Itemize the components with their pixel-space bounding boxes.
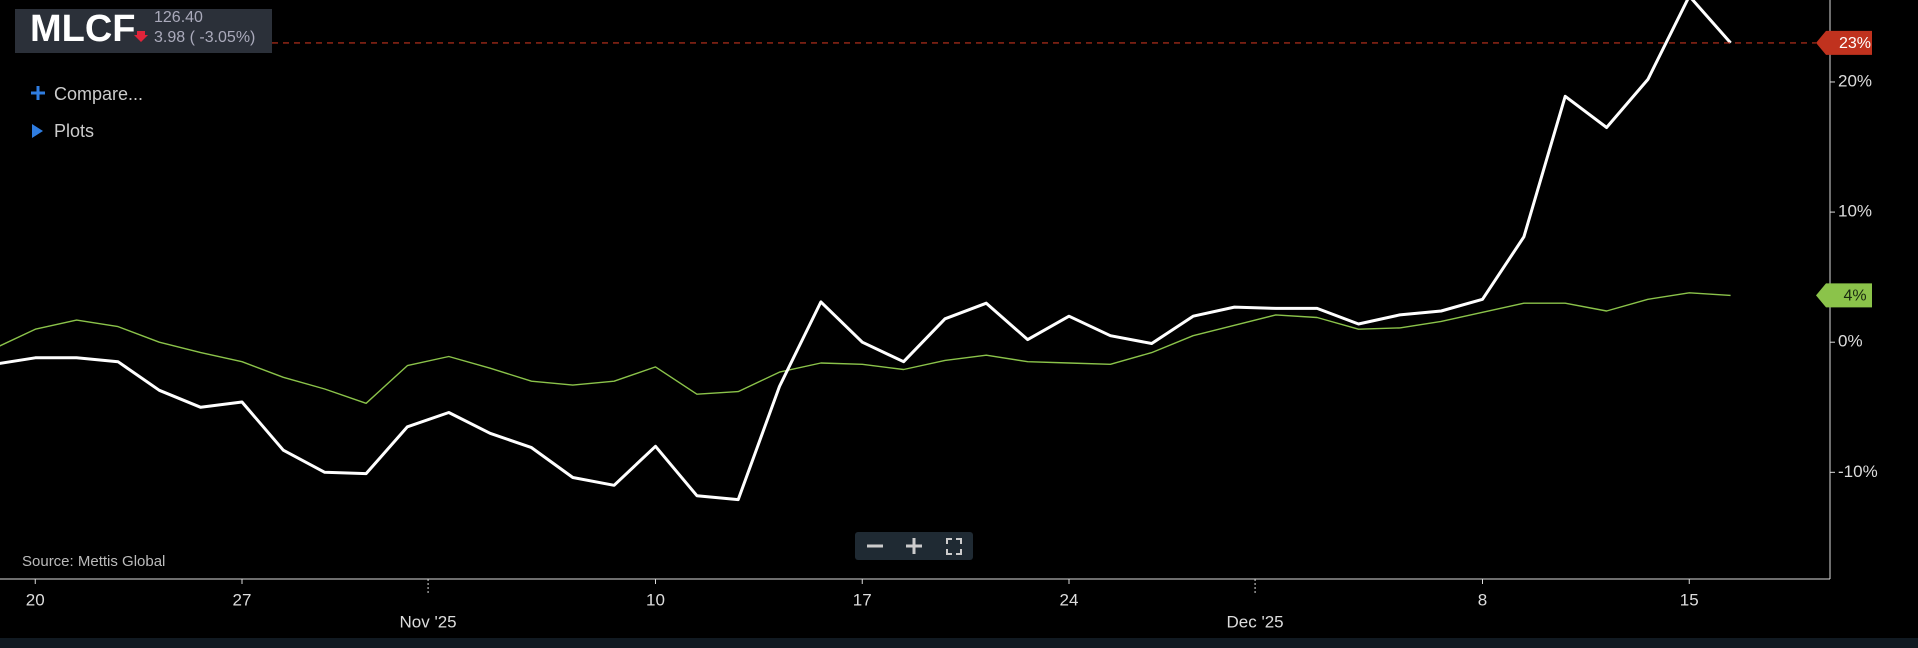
down-arrow (134, 31, 148, 42)
y-tick-label: -10% (1838, 462, 1878, 481)
series-line (0, 0, 1732, 502)
y-tick-label: 10% (1838, 202, 1872, 221)
x-tick-label: 15 (1680, 590, 1699, 609)
bottom-strip (0, 638, 1918, 648)
plot-area (0, 0, 1732, 502)
x-tick-label: 17 (853, 590, 872, 609)
y-tick-label: 20% (1838, 71, 1872, 90)
fullscreen[interactable] (946, 538, 962, 555)
end-label: 4% (1843, 288, 1866, 305)
month-label: Nov '25 (400, 612, 457, 631)
change: 3.98 ( -3.05%) (154, 29, 255, 46)
zoom-in[interactable] (906, 538, 922, 554)
source: Source: Mettis Global (22, 553, 165, 570)
x-tick-label: 8 (1478, 590, 1487, 609)
y-tick-label: 0% (1838, 332, 1863, 351)
series-line (0, 292, 1731, 404)
end-label-tag (1816, 30, 1872, 55)
end-label-tag (1816, 283, 1872, 308)
price: 126.40 (154, 9, 203, 26)
plots-button[interactable]: Plots (54, 121, 94, 141)
end-label: 23% (1839, 35, 1871, 52)
ticker: MLCF (30, 8, 136, 50)
plots-icon (32, 124, 43, 138)
month-label: Dec '25 (1227, 612, 1284, 631)
x-tick-label: 24 (1060, 590, 1079, 609)
x-tick-label: 10 (646, 590, 665, 609)
compare-button[interactable]: Compare... (54, 84, 143, 104)
compare-icon (31, 86, 45, 100)
axes: -10% 0% 10% 20% 20 27 10 17 24 8 15 Nov '25 Dec '25 (26, 71, 1878, 631)
x-tick-label: 27 (233, 590, 252, 609)
x-tick-label: 20 (26, 590, 45, 609)
